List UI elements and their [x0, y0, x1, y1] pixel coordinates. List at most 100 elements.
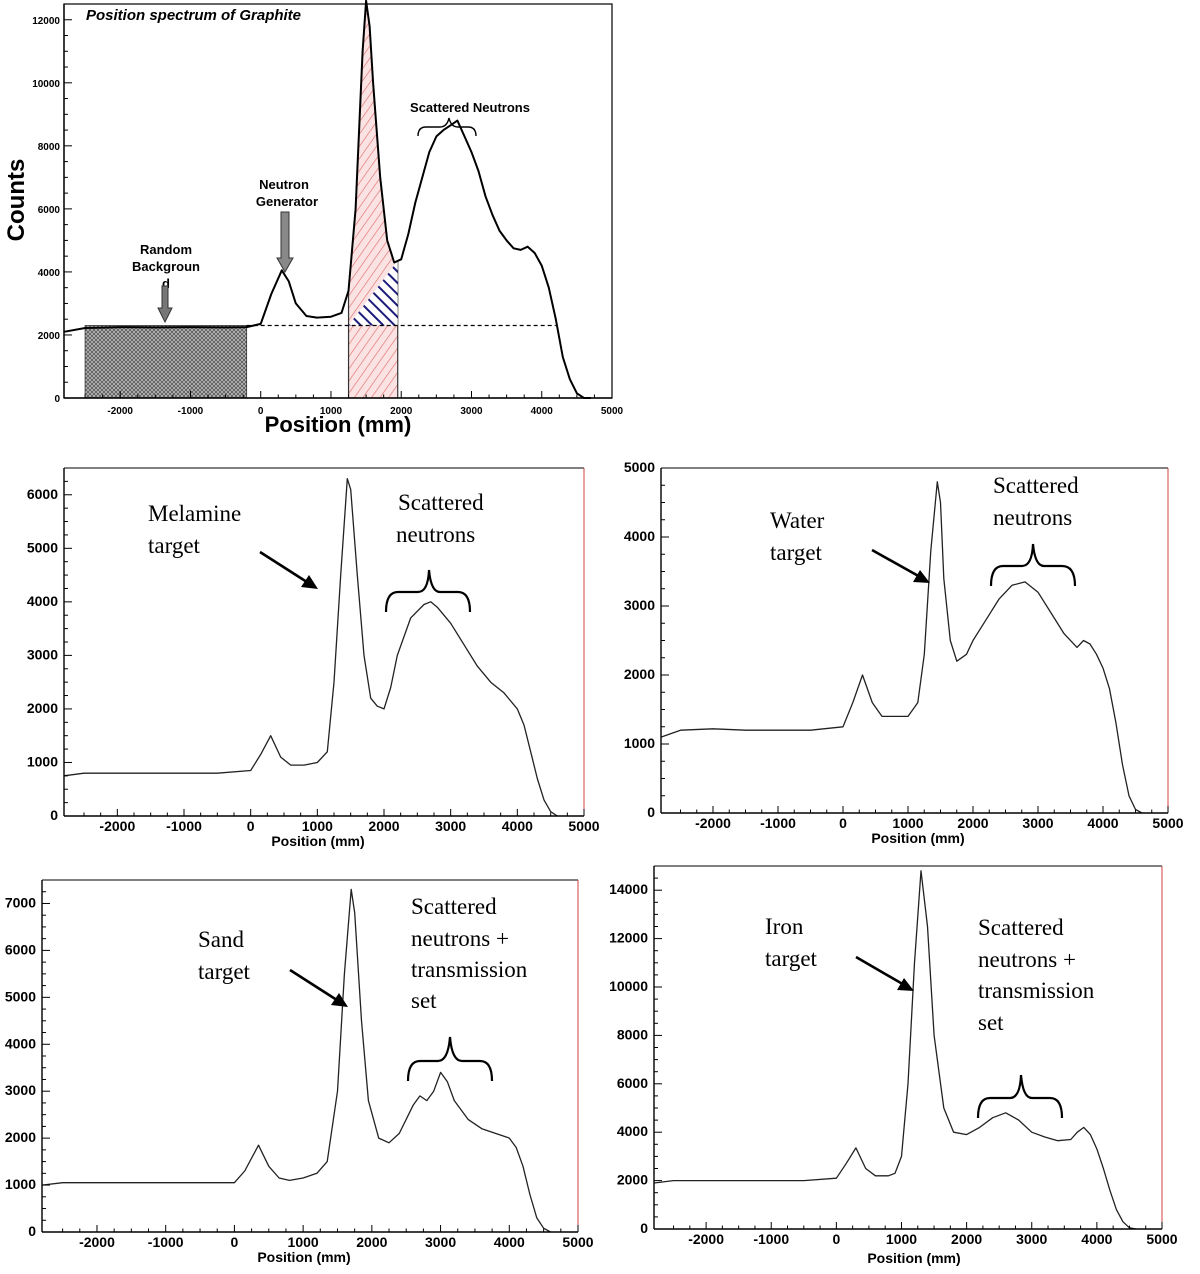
water-y-tick-label: 5000	[624, 459, 655, 475]
graphite-chart-title: Position spectrum of Graphite	[86, 7, 301, 24]
graphite-x-tick-label: -1000	[178, 406, 204, 417]
random-background-arrow-icon	[157, 285, 173, 324]
graphite-y-tick-label: 10000	[32, 79, 60, 90]
graphite-y-tick-label: 8000	[38, 142, 61, 153]
iron-y-tick-label: 12000	[609, 930, 648, 946]
melamine-x-tick-label: 3000	[435, 818, 466, 834]
iron-target-label-line1: Iron	[765, 914, 804, 939]
melamine-spectrum-curve	[63, 478, 558, 817]
sand-chart: -2000 -1000 0 1000 2000 3000 4000 5000 0 1000 2000…	[5, 879, 594, 1265]
iron-axes: -2000 -1000 0 1000 2000 3000 4000 5000 0 2000 4000…	[609, 866, 1178, 1247]
water-target-arrow-icon	[913, 570, 930, 583]
melamine-y-tick-label: 2000	[27, 700, 58, 716]
sand-target-label-line1: Sand	[198, 927, 245, 952]
iron-x-tick-label: 1000	[886, 1231, 917, 1247]
sand-y-tick-label: 1000	[5, 1176, 36, 1192]
iron-target-annotation: Iron target	[765, 914, 914, 991]
iron-x-tick-label: -2000	[688, 1231, 724, 1247]
water-y-tick-label: 2000	[624, 666, 655, 682]
melamine-scattered-annotation: Scattered neutrons	[384, 490, 484, 613]
graphite-spectrum-curve	[63, 0, 591, 399]
neutron-generator-arrow-icon	[276, 211, 294, 274]
sand-scattered-label-line4: set	[411, 988, 437, 1013]
sand-target-arrow-icon	[331, 993, 348, 1007]
random-background-label-line1: Random	[140, 242, 192, 257]
sand-x-tick-label: 5000	[562, 1234, 593, 1250]
sand-y-tick-label: 6000	[5, 941, 36, 957]
graphite-y-tick-label: 2000	[38, 331, 61, 342]
sand-scattered-annotation: Scattered neutrons + transmission set	[406, 894, 528, 1082]
melamine-x-tick-label: 1000	[302, 818, 333, 834]
melamine-axes: -2000 -1000 0 1000 2000 3000 4000 5000 0 1000 2000…	[27, 468, 600, 834]
iron-x-tick-label: 2000	[951, 1231, 982, 1247]
iron-target-arrow-line	[855, 955, 907, 988]
graphite-y-tick-label: 6000	[38, 205, 61, 216]
water-x-tick-label: 5000	[1152, 815, 1183, 831]
melamine-x-tick-label: 5000	[568, 818, 599, 834]
melamine-x-tick-label: 4000	[502, 818, 533, 834]
graphite-x-tick-label: 1000	[320, 406, 343, 417]
graphite-x-tick-label: 4000	[531, 406, 554, 417]
sand-x-tick-label: 3000	[425, 1234, 456, 1250]
melamine-y-tick-label: 6000	[27, 486, 58, 502]
iron-y-tick-label: 8000	[617, 1026, 648, 1042]
iron-y-tick-label: 2000	[617, 1172, 648, 1188]
melamine-target-annotation: Melamine target	[148, 501, 318, 589]
iron-x-tick-label: 3000	[1016, 1231, 1047, 1247]
graphite-x-tick-label: 5000	[601, 406, 624, 417]
water-y-tick-label: 4000	[624, 528, 655, 544]
iron-x-tick-label: 4000	[1081, 1231, 1112, 1247]
water-x-tick-label: 1000	[892, 815, 923, 831]
sand-y-tick-label: 3000	[5, 1082, 36, 1098]
scattered-neutrons-label: Scattered Neutrons	[410, 100, 530, 115]
iron-scattered-label-line1: Scattered	[978, 915, 1064, 940]
water-target-arrow-line	[871, 548, 923, 580]
sand-x-tick-label: 0	[231, 1234, 239, 1250]
neutron-generator-label-line1: Neutron	[259, 177, 309, 192]
iron-target-arrow-icon	[897, 978, 914, 991]
random-background-region	[84, 325, 248, 399]
graphite-y-tick-label: 12000	[32, 16, 60, 27]
melamine-target-label-line1: Melamine	[148, 501, 241, 526]
scatter-under-peak-region	[348, 260, 398, 326]
water-x-axis-label: Position (mm)	[871, 830, 964, 846]
sand-target-annotation: Sand target	[198, 927, 348, 1007]
sand-scattered-label-line1: Scattered	[411, 894, 497, 919]
sand-x-tick-label: 2000	[356, 1234, 387, 1250]
iron-scattered-brace-icon	[976, 1074, 1064, 1119]
melamine-y-tick-label: 4000	[27, 593, 58, 609]
graphite-x-tick-label: 3000	[460, 406, 483, 417]
sand-y-tick-label: 2000	[5, 1129, 36, 1145]
melamine-y-tick-label: 5000	[27, 539, 58, 555]
water-spectrum-curve	[660, 481, 1143, 814]
melamine-target-label-line2: target	[148, 533, 201, 558]
water-axes: -2000 -1000 0 1000 2000 3000 4000 5000 0 1000 2000…	[624, 459, 1184, 831]
iron-scattered-label-line2: neutrons +	[978, 947, 1076, 972]
scattered-neutrons-annotation: Scattered Neutrons	[410, 100, 530, 137]
water-y-tick-label: 3000	[624, 597, 655, 613]
sand-target-arrow-line	[289, 968, 341, 1004]
graphite-y-axis-label: Counts	[3, 159, 30, 242]
sand-target-label-line2: target	[198, 959, 251, 984]
sand-x-tick-label: -1000	[148, 1234, 184, 1250]
iron-y-tick-label: 10000	[609, 978, 648, 994]
sand-y-tick-label: 7000	[5, 894, 36, 910]
sand-x-tick-label: 4000	[494, 1234, 525, 1250]
melamine-scattered-brace-icon	[384, 569, 472, 613]
random-background-label-line2: Backgroun	[132, 259, 200, 274]
graphite-y-tick-label: 0	[54, 394, 60, 405]
melamine-y-tick-label: 3000	[27, 646, 58, 662]
melamine-y-tick-label: 0	[50, 807, 58, 823]
graphite-y-tick-label: 4000	[38, 268, 61, 279]
water-scattered-brace-icon	[989, 543, 1077, 587]
melamine-target-arrow-icon	[301, 575, 318, 589]
sand-x-axis-label: Position (mm)	[257, 1249, 350, 1265]
water-x-tick-label: -2000	[695, 815, 731, 831]
iron-y-tick-label: 14000	[609, 881, 648, 897]
water-target-label-line2: target	[770, 540, 823, 565]
random-background-annotation: Random Backgroun d	[132, 242, 200, 324]
sand-scattered-label-line3: transmission	[411, 957, 528, 982]
water-x-tick-label: 4000	[1087, 815, 1118, 831]
sand-axes: -2000 -1000 0 1000 2000 3000 4000 5000 0 1000 2000…	[5, 880, 594, 1250]
